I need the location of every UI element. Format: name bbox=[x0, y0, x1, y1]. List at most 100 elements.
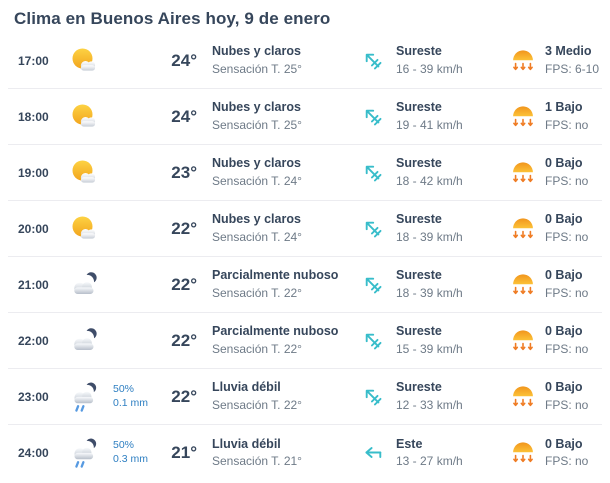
temperature-value: 23° bbox=[171, 162, 197, 182]
uv-info: 0 Bajo FPS: no bbox=[502, 268, 602, 301]
feels-like-label: Sensación T. 22° bbox=[212, 285, 302, 300]
wind-speed-label: 18 - 39 km/h bbox=[396, 285, 463, 300]
wind-text: Sureste 18 - 39 km/h bbox=[396, 268, 463, 301]
uv-info: 0 Bajo FPS: no bbox=[502, 324, 602, 357]
wind-speed-label: 15 - 39 km/h bbox=[396, 341, 463, 356]
wind-speed-label: 13 - 27 km/h bbox=[396, 454, 463, 469]
time-label: 18:00 bbox=[18, 109, 49, 124]
feels-like-label: Sensación T. 22° bbox=[212, 397, 302, 412]
wind-direction-label: Este bbox=[396, 436, 423, 451]
condition-info: Nubes y claros Sensación T. 25° bbox=[200, 100, 354, 133]
uv-index-label: 0 Bajo bbox=[545, 156, 583, 171]
weather-forecast-panel: Clima en Buenos Aires hoy, 9 de enero 17… bbox=[0, 9, 610, 483]
feels-like-label: Sensación T. 21° bbox=[212, 454, 302, 469]
wind-text: Sureste 12 - 33 km/h bbox=[396, 380, 463, 413]
uv-fps-label: FPS: 6-10 bbox=[545, 61, 600, 76]
uv-fps-label: FPS: no bbox=[545, 454, 589, 469]
condition-label: Nubes y claros bbox=[212, 44, 301, 59]
forecast-row: 18:00 24° Nubes y claros Sensación T. 25… bbox=[8, 89, 602, 145]
condition-info: Parcialmente nuboso Sensación T. 22° bbox=[200, 324, 354, 357]
forecast-row: 21:00 22° Parcialmente nuboso Sensación … bbox=[8, 257, 602, 313]
uv-index-label: 0 Bajo bbox=[545, 212, 583, 227]
feels-like-label: Sensación T. 24° bbox=[212, 173, 302, 188]
wind-direction-label: Sureste bbox=[396, 44, 442, 59]
uv-index-label: 1 Bajo bbox=[545, 100, 583, 115]
moon-cloud-rain-icon bbox=[68, 381, 113, 413]
condition-label: Parcialmente nuboso bbox=[212, 324, 339, 339]
arrow-nw-icon bbox=[362, 330, 384, 352]
uv-fps-label: FPS: no bbox=[545, 229, 589, 244]
condition-label: Lluvia débil bbox=[212, 380, 281, 395]
uv-sun-icon bbox=[510, 384, 536, 410]
precipitation-info: 50% 0.1 mm bbox=[113, 383, 165, 410]
wind-text: Sureste 18 - 42 km/h bbox=[396, 156, 463, 189]
condition-label: Nubes y claros bbox=[212, 212, 301, 227]
uv-index-label: 0 Bajo bbox=[545, 436, 583, 451]
wind-direction-label: Sureste bbox=[396, 212, 442, 227]
wind-text: Sureste 18 - 39 km/h bbox=[396, 212, 463, 245]
wind-speed-label: 18 - 42 km/h bbox=[396, 173, 463, 188]
forecast-row: 22:00 22° Parcialmente nuboso Sensación … bbox=[8, 313, 602, 369]
sun-cloud-icon bbox=[68, 213, 113, 245]
uv-text: 0 Bajo FPS: no bbox=[545, 324, 588, 357]
uv-sun-icon bbox=[510, 328, 536, 354]
uv-info: 3 Medio FPS: 6-10 bbox=[502, 44, 602, 77]
uv-index-label: 3 Medio bbox=[545, 44, 592, 59]
precip-amount: 0.3 mm bbox=[113, 453, 149, 465]
wind-text: Sureste 19 - 41 km/h bbox=[396, 100, 463, 133]
time-label: 21:00 bbox=[18, 277, 49, 292]
wind-speed-label: 18 - 39 km/h bbox=[396, 229, 463, 244]
feels-like-label: Sensación T. 25° bbox=[212, 61, 302, 76]
uv-text: 1 Bajo FPS: no bbox=[545, 100, 588, 133]
time-label: 24:00 bbox=[18, 446, 49, 460]
uv-info: 0 Bajo FPS: no bbox=[502, 156, 602, 189]
uv-index-label: 0 Bajo bbox=[545, 268, 583, 283]
uv-fps-label: FPS: no bbox=[545, 397, 589, 412]
precip-probability: 50% bbox=[113, 439, 135, 452]
condition-label: Nubes y claros bbox=[212, 156, 301, 171]
condition-info: Nubes y claros Sensación T. 24° bbox=[200, 156, 354, 189]
time-label: 23:00 bbox=[18, 389, 49, 404]
uv-info: 0 Bajo FPS: no bbox=[502, 437, 602, 470]
page-title: Clima en Buenos Aires hoy, 9 de enero bbox=[14, 9, 331, 28]
wind-direction-label: Sureste bbox=[396, 380, 442, 395]
wind-info: Sureste 18 - 39 km/h bbox=[354, 212, 502, 245]
wind-text: Sureste 16 - 39 km/h bbox=[396, 44, 463, 77]
time-label: 22:00 bbox=[18, 333, 49, 348]
time-label: 19:00 bbox=[18, 165, 49, 180]
wind-speed-label: 19 - 41 km/h bbox=[396, 117, 463, 132]
condition-label: Lluvia débil bbox=[212, 436, 281, 451]
precipitation-info: 50% 0.3 mm bbox=[113, 439, 165, 466]
condition-info: Lluvia débil Sensación T. 21° bbox=[200, 437, 354, 470]
time-label: 20:00 bbox=[18, 221, 49, 236]
uv-index-label: 0 Bajo bbox=[545, 380, 583, 395]
uv-sun-icon bbox=[510, 440, 536, 466]
uv-text: 0 Bajo FPS: no bbox=[545, 380, 588, 413]
feels-like-label: Sensación T. 24° bbox=[212, 229, 302, 244]
arrow-nw-icon bbox=[362, 218, 384, 240]
wind-info: Sureste 15 - 39 km/h bbox=[354, 324, 502, 357]
temperature-value: 22° bbox=[171, 274, 197, 294]
temperature-value: 22° bbox=[171, 330, 197, 350]
precip-amount: 0.1 mm bbox=[113, 396, 149, 409]
arrow-nw-icon bbox=[362, 386, 384, 408]
wind-text: Sureste 15 - 39 km/h bbox=[396, 324, 463, 357]
moon-cloud-icon bbox=[68, 325, 113, 357]
uv-fps-label: FPS: no bbox=[545, 341, 589, 356]
arrow-nw-icon bbox=[362, 106, 384, 128]
arrow-nw-icon bbox=[362, 162, 384, 184]
wind-info: Sureste 18 - 39 km/h bbox=[354, 268, 502, 301]
uv-info: 0 Bajo FPS: no bbox=[502, 380, 602, 413]
wind-info: Sureste 18 - 42 km/h bbox=[354, 156, 502, 189]
forecast-row: 19:00 23° Nubes y claros Sensación T. 24… bbox=[8, 145, 602, 201]
wind-direction-label: Sureste bbox=[396, 268, 442, 283]
uv-fps-label: FPS: no bbox=[545, 117, 589, 132]
moon-cloud-icon bbox=[68, 269, 113, 301]
wind-info: Sureste 12 - 33 km/h bbox=[354, 380, 502, 413]
temperature-value: 22° bbox=[171, 218, 197, 238]
condition-info: Nubes y claros Sensación T. 25° bbox=[200, 44, 354, 77]
condition-label: Nubes y claros bbox=[212, 100, 301, 115]
wind-info: Sureste 16 - 39 km/h bbox=[354, 44, 502, 77]
wind-text: Este 13 - 27 km/h bbox=[396, 437, 463, 470]
uv-text: 3 Medio FPS: 6-10 bbox=[545, 44, 599, 77]
